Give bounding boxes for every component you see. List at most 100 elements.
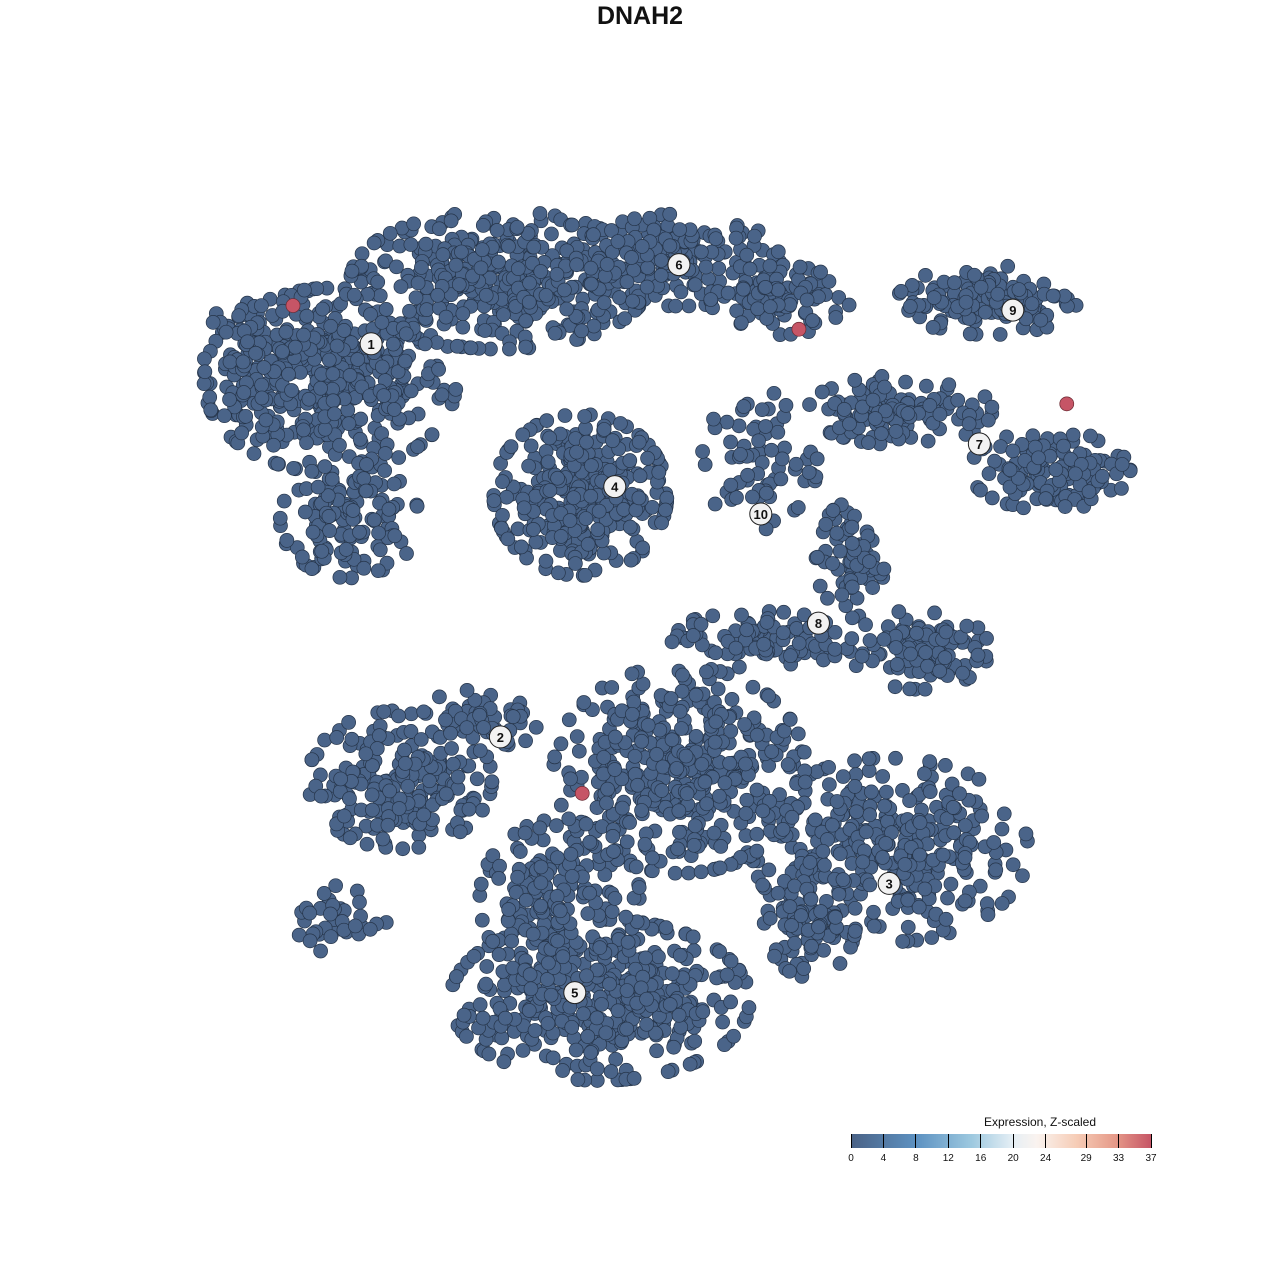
cell-point-cluster-1 (321, 509, 337, 524)
cell-point-cluster-5 (555, 1063, 570, 1078)
cell-point-cluster-5 (459, 1029, 474, 1044)
cell-point-cluster-5 (626, 1071, 642, 1086)
cell-point-cluster-5 (580, 906, 596, 922)
cluster-label-5: 5 (563, 981, 587, 1005)
cell-point-cluster-5 (670, 841, 686, 857)
cell-point-cluster-5 (693, 864, 709, 880)
cell-point-cluster-5 (541, 955, 556, 971)
cell-point-cluster-5 (655, 759, 671, 775)
cell-point-cluster-10 (751, 433, 766, 449)
cell-point-cluster-5 (603, 1064, 619, 1079)
cell-point-cluster-6 (711, 261, 727, 276)
cell-point-cluster-2 (397, 742, 412, 758)
cell-point-cluster-5 (639, 1016, 654, 1032)
cell-point-cluster-3 (755, 877, 770, 893)
cell-point-cluster-3 (952, 786, 967, 801)
cell-point-cluster-5 (780, 757, 796, 772)
cell-point-cluster-5 (564, 869, 580, 884)
cell-point-cluster-7 (877, 379, 892, 395)
cell-point-cluster-8 (959, 618, 975, 634)
cell-point-cluster-1 (338, 542, 354, 557)
cell-point-cluster-5 (619, 983, 635, 998)
cell-point-cluster-3 (994, 821, 1010, 837)
cell-point-cluster-2 (432, 689, 447, 705)
cell-point-cluster-2 (438, 712, 453, 728)
cell-point-cluster-9 (925, 320, 941, 335)
cell-point-cluster-2 (375, 831, 391, 847)
cell-point-cluster-3 (946, 825, 962, 840)
cell-point-cluster-5 (796, 744, 812, 760)
cluster-label-text: 8 (815, 616, 822, 631)
high-expression-point (574, 785, 590, 801)
cell-point-cluster-4 (569, 444, 584, 460)
cell-point-cluster-1 (297, 504, 313, 520)
cell-point-cluster-7 (1016, 500, 1031, 516)
cell-point-cluster-1 (327, 406, 342, 422)
cell-point-cluster-1 (235, 354, 251, 370)
cell-point-cluster-1 (309, 281, 325, 296)
cell-point-cluster-9 (990, 286, 1006, 302)
cell-point-cluster-1 (304, 463, 320, 479)
cell-point-cluster-1 (234, 425, 249, 441)
cell-point-cluster-8 (876, 561, 892, 577)
cell-point-cluster-5 (741, 1000, 757, 1015)
cell-point-cluster-1 (197, 364, 213, 380)
cell-point-cluster-2 (472, 707, 487, 723)
cell-point-cluster-7 (1038, 491, 1054, 506)
cell-point-cluster-1 (332, 437, 347, 453)
cell-point-cluster-3 (980, 907, 996, 922)
cell-point-cluster-2 (476, 720, 491, 735)
cell-point-cluster-5 (638, 950, 653, 966)
cell-point-cluster-8 (865, 580, 880, 595)
cell-point-cluster-5 (598, 1025, 614, 1041)
cell-point-cluster-6 (455, 306, 471, 322)
cell-point-cluster-5 (739, 792, 755, 808)
cell-point-cluster-1 (323, 318, 339, 334)
cell-point-cluster-4 (584, 458, 599, 473)
cell-point-cluster-5 (568, 1042, 584, 1058)
cell-point-cluster-1 (254, 298, 269, 313)
cell-point-cluster-6 (502, 341, 517, 357)
cell-point-cluster-3 (912, 815, 928, 830)
cell-point-cluster-1 (231, 308, 247, 324)
cell-point-cluster-8 (818, 517, 834, 532)
cell-point-cluster-2 (328, 878, 344, 894)
cell-point-cluster-5 (594, 997, 609, 1012)
cell-point-cluster-5 (745, 679, 761, 695)
cell-point-cluster-1 (403, 383, 419, 399)
cell-point-cluster-3 (895, 934, 911, 949)
cell-point-cluster-6 (547, 325, 563, 341)
cell-point-cluster-3 (922, 784, 938, 799)
cell-point-cluster-3 (767, 948, 782, 964)
cell-point-cluster-1 (321, 352, 337, 368)
cell-point-cluster-6 (668, 298, 683, 314)
cell-point-cluster-4 (495, 507, 510, 523)
cell-point-cluster-1 (281, 366, 296, 382)
cell-point-cluster-4 (583, 488, 599, 504)
cell-point-cluster-1 (222, 392, 237, 407)
legend-tick-label: 20 (1007, 1153, 1019, 1164)
cell-point-cluster-8 (917, 681, 933, 697)
cell-point-cluster-2 (484, 774, 500, 790)
cell-point-cluster-3 (917, 766, 932, 782)
cell-point-cluster-2 (416, 807, 432, 823)
legend-tick-mark (1045, 1134, 1047, 1148)
cell-point-cluster-5 (706, 825, 722, 841)
cell-point-cluster-3 (821, 759, 836, 775)
cell-point-cluster-6 (792, 259, 808, 275)
cluster-label-text: 1 (368, 337, 375, 352)
cell-point-cluster-4 (562, 513, 578, 528)
cell-point-cluster-1 (358, 483, 374, 499)
cell-point-cluster-4 (578, 511, 594, 526)
cell-point-cluster-5 (695, 1004, 711, 1020)
cell-point-cluster-1 (254, 377, 269, 393)
cell-point-cluster-5 (688, 687, 704, 703)
cell-point-cluster-8 (791, 635, 807, 651)
cell-point-cluster-6 (402, 303, 417, 319)
cell-point-cluster-10 (733, 447, 748, 462)
cell-point-cluster-4 (539, 413, 555, 428)
cell-point-cluster-5 (671, 803, 687, 819)
cell-point-cluster-7 (1114, 457, 1130, 472)
cell-point-cluster-3 (849, 804, 864, 820)
cell-point-cluster-1 (350, 352, 365, 367)
